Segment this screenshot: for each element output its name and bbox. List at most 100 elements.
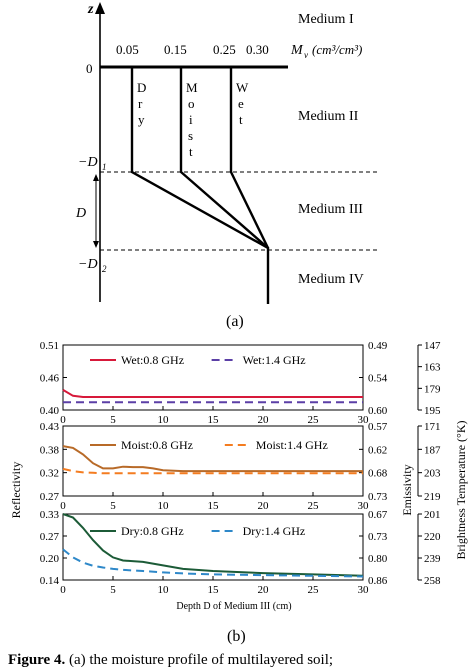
y-tick-label: 0.40 xyxy=(40,405,60,417)
bt-axis-label: Brightness Temperature (°K) xyxy=(454,420,468,559)
z-axis-arrow-icon xyxy=(95,2,105,14)
profile-label-wet: W e t xyxy=(236,80,251,127)
emissivity-tick-label: 0.62 xyxy=(368,444,387,456)
moisture-axis-label: M xyxy=(290,43,304,58)
left-axis-label: Reflectivity xyxy=(9,462,23,519)
bt-tick-label: 163 xyxy=(424,362,441,374)
bt-tick-label: 147 xyxy=(424,340,441,352)
bt-tick-label: 195 xyxy=(424,405,441,417)
x-tick-label: 25 xyxy=(308,414,320,426)
y-tick-label: 0.32 xyxy=(40,468,59,480)
series-line-dry-1 xyxy=(62,548,364,578)
y-tick-label: 0.51 xyxy=(40,340,59,352)
plot-frame xyxy=(62,425,364,497)
y-tick-label: 0.27 xyxy=(40,531,60,543)
chart-panels: 0.51 0.46 0.40 0.49 0.54 0.60 147 163 179 195 0 5 10… xyxy=(40,340,441,596)
chart-panel-wet: 0.51 0.46 0.40 0.49 0.54 0.60 147 163 179 195 0 5 10… xyxy=(40,340,441,426)
figure-caption: Figure 4. (a) the moisture profile of mu… xyxy=(8,652,474,669)
depth-label-d1-sub: 1 xyxy=(102,162,107,172)
series-line-moist-1 xyxy=(62,467,363,475)
depth-label-d1: −D xyxy=(78,155,98,170)
x-tick-label: 20 xyxy=(258,584,270,596)
profile-moist xyxy=(179,67,269,249)
emissivity-tick-label: 0.80 xyxy=(368,553,388,565)
x-tick-label: 15 xyxy=(208,414,220,426)
moisture-tick: 0.05 xyxy=(116,42,139,57)
bt-tick-label: 219 xyxy=(424,491,441,503)
medium-label: Medium III xyxy=(298,202,363,217)
depth-label-d2-sub: 2 xyxy=(102,264,107,274)
emissivity-tick-label: 0.86 xyxy=(368,575,388,587)
moisture-axis-units: (cm³/cm³) xyxy=(312,42,362,57)
bt-tick-label: 258 xyxy=(424,575,441,587)
z-axis-label: z xyxy=(87,2,94,17)
panel-label-a: (a) xyxy=(226,313,244,330)
emissivity-tick-label: 0.68 xyxy=(368,468,388,480)
legend-label: Wet:0.8 GHz xyxy=(121,353,184,367)
x-tick-label: 5 xyxy=(110,414,116,426)
bt-tick-label: 179 xyxy=(424,383,441,395)
profile-label-moist: M o i s t xyxy=(186,80,201,159)
profile-wet xyxy=(229,67,270,249)
profile-label-dry: D r y xyxy=(137,80,150,127)
legend-label: Moist:0.8 GHz xyxy=(121,438,193,452)
bt-tick-label: 171 xyxy=(424,421,441,433)
x-tick-label: 25 xyxy=(308,584,320,596)
origin-label: 0 xyxy=(86,61,93,76)
chart-panel-moist: 0.43 0.38 0.32 0.27 0.57 0.62 0.68 0.73 171 187 20… xyxy=(40,421,441,512)
emissivity-tick-label: 0.49 xyxy=(368,340,388,352)
x-tick-label: 20 xyxy=(258,500,270,512)
y-tick-label: 0.43 xyxy=(40,421,60,433)
depth-label-d: D xyxy=(75,206,86,221)
medium-label: Medium IV xyxy=(298,272,364,287)
bt-tick-label: 187 xyxy=(424,444,441,456)
caption-prefix: Figure 4. xyxy=(8,652,66,668)
x-axis-label: Depth D of Medium III (cm) xyxy=(176,601,291,612)
depth-label-d2: −D xyxy=(78,257,98,272)
x-tick-label: 10 xyxy=(158,584,170,596)
x-tick-label: 10 xyxy=(158,414,170,426)
emissivity-tick-label: 0.54 xyxy=(368,373,388,385)
moisture-tick: 0.25 xyxy=(213,42,236,57)
arrow-down-icon xyxy=(93,241,99,248)
x-tick-label: 30 xyxy=(358,414,370,426)
x-tick-label: 25 xyxy=(308,500,320,512)
y-tick-label: 0.20 xyxy=(40,553,60,565)
x-tick-label: 15 xyxy=(208,500,220,512)
x-tick-label: 20 xyxy=(258,414,270,426)
reflectivity-charts: Reflectivity Emissivity Brightness Tempe… xyxy=(9,340,468,645)
right-axis-label: Emissivity xyxy=(400,464,414,515)
emissivity-tick-label: 0.57 xyxy=(368,421,388,433)
y-tick-label: 0.27 xyxy=(40,491,60,503)
x-tick-label: 0 xyxy=(60,414,66,426)
arrow-up-icon xyxy=(93,174,99,181)
x-tick-label: 30 xyxy=(358,584,370,596)
medium-label: Medium II xyxy=(298,109,359,124)
chart-panel-dry: 0.33 0.27 0.20 0.14 0.67 0.73 0.80 0.86 201 220 23… xyxy=(40,509,441,596)
x-tick-label: 0 xyxy=(60,584,66,596)
moisture-axis-sub: v xyxy=(304,50,308,60)
series-line-dry-0 xyxy=(62,513,364,577)
moisture-tick: 0.15 xyxy=(164,42,187,57)
legend-label: Moist:1.4 GHz xyxy=(256,438,328,452)
emissivity-tick-label: 0.60 xyxy=(368,405,388,417)
profile-dry xyxy=(130,67,270,304)
legend-label: Wet:1.4 GHz xyxy=(243,353,306,367)
moisture-profile-diagram: z 0 0.05 0.15 0.25 0.30 M v (cm³/cm³) Me… xyxy=(75,2,380,330)
emissivity-tick-label: 0.67 xyxy=(368,509,388,521)
y-tick-label: 0.38 xyxy=(40,444,60,456)
y-tick-label: 0.14 xyxy=(40,575,60,587)
x-tick-label: 15 xyxy=(208,584,220,596)
bt-tick-label: 239 xyxy=(424,553,441,565)
series-line-moist-0 xyxy=(62,445,363,473)
bt-tick-label: 220 xyxy=(424,531,441,543)
medium-label: Medium I xyxy=(298,12,354,27)
x-tick-label: 0 xyxy=(60,500,66,512)
legend-label: Dry:0.8 GHz xyxy=(121,524,184,538)
moisture-tick: 0.30 xyxy=(246,42,269,57)
series-line-wet-0 xyxy=(62,389,363,398)
bt-tick-label: 201 xyxy=(424,509,441,521)
x-tick-label: 10 xyxy=(158,500,170,512)
emissivity-tick-label: 0.73 xyxy=(368,531,388,543)
